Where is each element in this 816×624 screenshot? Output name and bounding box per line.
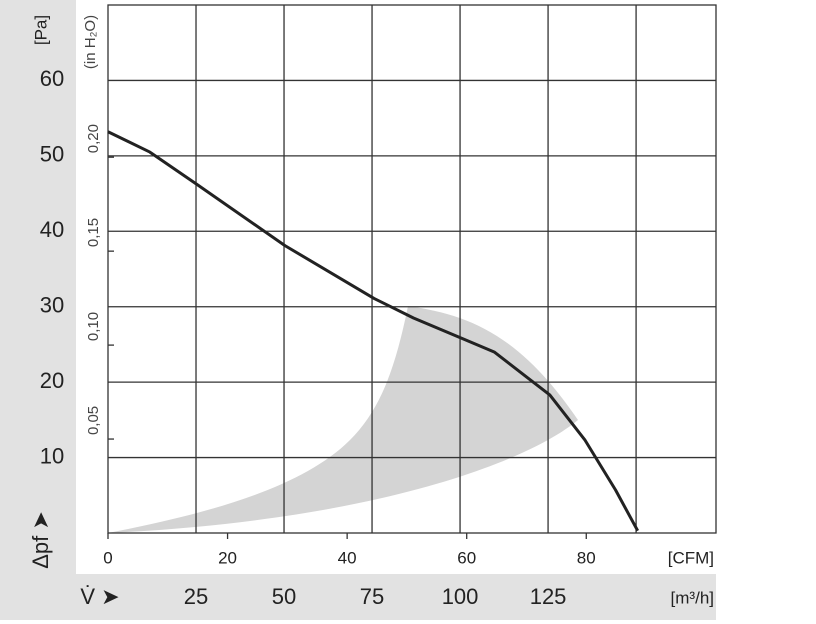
y-arrow-label: Δpf ➤ [28,511,53,569]
y2-label: (in H₂O) [82,15,99,69]
y-tick-label: 50 [40,142,64,167]
x-tick-label: 40 [338,548,357,567]
x2-tick-label: 125 [530,584,567,609]
x-tick-label: 20 [218,548,237,567]
y-tick-label: 40 [40,217,64,242]
x-tick-label: 60 [457,548,476,567]
y-tick-label: 60 [40,66,64,91]
y-tick-label: 30 [40,293,64,318]
bottom-band [0,574,716,620]
curve [107,130,640,532]
plot-frame [107,4,717,534]
left-band [0,0,76,574]
y-tick-label: 10 [40,443,64,468]
x2-arrow-label: V̇ ➤ [80,584,119,609]
y-label: [Pa] [31,15,50,45]
y2-tick-label: 0,05 [85,406,102,435]
x2-tick-label: 75 [360,584,384,609]
x2-tick-label: 25 [184,584,208,609]
x2-label: [m³/h] [671,588,714,607]
y2-tick-label: 0,10 [85,312,102,341]
x2-tick-label: 100 [442,584,479,609]
x-tick-label: 80 [577,548,596,567]
y-tick-label: 20 [40,368,64,393]
x-label: [CFM] [668,548,714,567]
y2-tick-label: 0,15 [85,218,102,247]
operating-area [108,306,578,533]
x-tick-label: 0 [103,548,112,567]
y2-tick-label: 0,20 [85,124,102,153]
x2-tick-label: 50 [272,584,296,609]
